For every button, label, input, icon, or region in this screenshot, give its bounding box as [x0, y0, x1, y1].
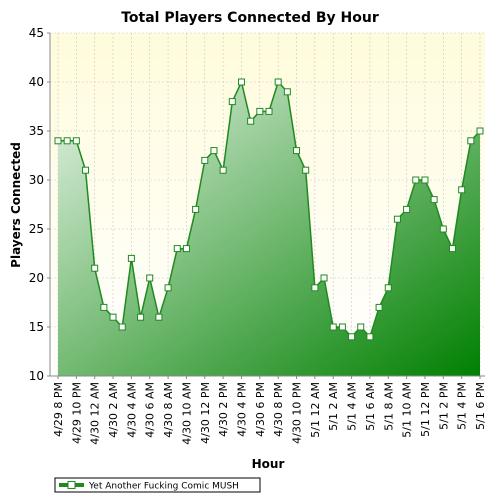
x-tick-label: 5/1 6 AM [364, 382, 377, 431]
x-tick-label: 5/1 12 PM [419, 382, 432, 437]
x-tick-label: 4/30 10 AM [180, 382, 193, 445]
x-tick-label: 4/30 4 PM [235, 382, 248, 437]
x-axis-ticks: 4/29 8 PM 4/29 10 PM 4/30 12 AM 4/30 2 AM 4/… [52, 376, 487, 445]
chart-title: Total Players Connected By Hour [121, 10, 379, 26]
data-point [302, 166, 310, 174]
x-axis-label: Hour [252, 457, 285, 471]
x-tick-label: 4/30 6 AM [144, 382, 157, 438]
x-tick-label: 5/1 12 AM [309, 382, 322, 438]
data-point [256, 107, 264, 115]
data-point [329, 323, 337, 331]
data-point [357, 323, 365, 331]
y-tick-label: 10 [29, 369, 44, 383]
data-point [283, 88, 291, 96]
x-tick-label: 5/1 4 PM [456, 382, 469, 430]
y-axis-label: Players Connected [9, 142, 23, 268]
x-tick-label: 4/30 12 AM [89, 382, 102, 445]
y-tick-label: 15 [29, 320, 44, 334]
data-point [320, 274, 328, 282]
data-point [72, 137, 80, 145]
data-point [311, 284, 319, 292]
x-tick-label: 5/1 2 AM [327, 382, 340, 431]
data-point [109, 313, 117, 321]
x-tick-label: 4/29 10 PM [70, 382, 83, 444]
data-point [375, 303, 383, 311]
x-tick-label: 5/1 10 AM [401, 382, 414, 438]
legend-swatch-marker [67, 481, 76, 489]
data-point [458, 186, 466, 194]
x-tick-label: 4/30 8 AM [162, 382, 175, 438]
y-tick-label: 25 [29, 222, 44, 236]
y-tick-label: 45 [29, 26, 44, 40]
x-tick-label: 5/1 8 AM [382, 382, 395, 431]
x-tick-label: 4/30 4 AM [125, 382, 138, 438]
x-tick-label: 4/30 2 PM [217, 382, 230, 437]
data-point [393, 215, 401, 223]
data-point [100, 303, 108, 311]
data-point [366, 333, 374, 341]
data-point [403, 205, 411, 213]
data-point [219, 166, 227, 174]
data-point [192, 205, 200, 213]
data-point [155, 313, 163, 321]
legend-box [54, 477, 261, 493]
x-tick-label: 4/30 12 PM [199, 382, 212, 444]
data-point [54, 137, 62, 145]
data-point [338, 323, 346, 331]
y-axis-ticks: 10 15 20 25 30 35 40 45 [29, 26, 50, 383]
data-point [412, 176, 420, 184]
data-point [182, 245, 190, 253]
y-tick-label: 20 [29, 271, 44, 285]
data-point [265, 107, 273, 115]
data-point [476, 127, 484, 135]
data-point [210, 147, 218, 155]
data-point [384, 284, 392, 292]
y-tick-label: 30 [29, 173, 44, 187]
data-point [467, 137, 475, 145]
y-tick-label: 35 [29, 124, 44, 138]
data-point [127, 254, 135, 262]
data-point [348, 333, 356, 341]
points-layer [54, 78, 484, 341]
data-point [164, 284, 172, 292]
data-point [274, 78, 282, 86]
data-point [82, 166, 90, 174]
x-tick-label: 4/30 10 PM [291, 382, 304, 444]
y-tick-label: 40 [29, 75, 44, 89]
x-tick-label: 5/1 4 AM [346, 382, 359, 431]
x-tick-label: 4/30 8 PM [272, 382, 285, 437]
data-point [439, 225, 447, 233]
data-point [91, 264, 99, 272]
data-point [63, 137, 71, 145]
data-point [293, 147, 301, 155]
data-point [118, 323, 126, 331]
data-point [137, 313, 145, 321]
x-tick-label: 4/30 2 AM [107, 382, 120, 438]
x-tick-label: 4/30 6 PM [254, 382, 267, 437]
legend-entry-label: Yet Another Fucking Comic MUSH [88, 482, 239, 492]
data-point [146, 274, 154, 282]
data-point [448, 245, 456, 253]
data-point [201, 156, 209, 164]
data-point [247, 117, 255, 125]
x-tick-label: 5/1 2 PM [437, 382, 450, 430]
legend: Yet Another Fucking Comic MUSH [54, 477, 261, 493]
data-point [421, 176, 429, 184]
data-point [237, 78, 245, 86]
x-tick-label: 5/1 6 PM [474, 382, 487, 430]
data-point [228, 98, 236, 106]
data-point [430, 196, 438, 204]
data-point [173, 245, 181, 253]
x-tick-label: 4/29 8 PM [52, 382, 65, 437]
